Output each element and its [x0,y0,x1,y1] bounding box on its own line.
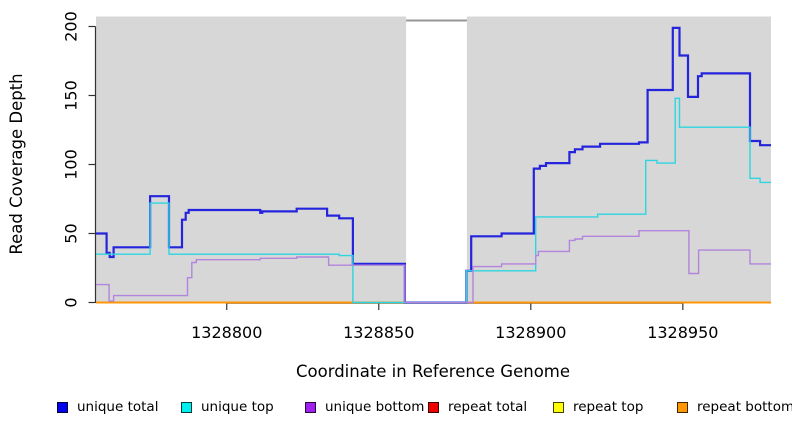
series-line-unique-top [96,97,771,304]
legend-swatch-repeat-total [428,401,439,413]
plot-panel-1 [466,16,771,303]
legend-item-unique-top: unique top [181,399,274,415]
legend: unique total unique top unique bottom repea… [0,399,792,419]
legend-swatch-unique-top [181,401,192,413]
legend-swatch-unique-total [57,401,68,413]
x-tick-label-1328950: 1328950 [647,323,718,342]
x-tick-label-1328850: 1328850 [343,323,414,342]
legend-label-repeat-top: repeat top [573,399,644,415]
axis-layer: 0 50 100 150 200 1328800 1328850 1328900 1328950 [62,11,719,342]
legend-label-unique-top: unique top [201,399,274,415]
legend-swatch-unique-bottom [305,401,316,413]
legend-label-unique-total: unique total [77,399,159,415]
legend-item-repeat-top: repeat top [553,399,643,415]
y-tick-label-150: 150 [62,80,81,111]
series-line-unique-total [96,26,771,304]
legend-swatch-repeat-top [553,401,564,413]
y-tick-label-100: 100 [62,149,81,180]
x-tick-label-1328900: 1328900 [495,323,566,342]
legend-swatch-repeat-bottom [677,401,688,413]
series-line-unique-bottom [96,229,771,304]
y-tick-label-200: 200 [62,11,81,42]
y-tick-label-0: 0 [62,297,81,307]
legend-item-repeat-bottom: repeat bottom [677,399,792,415]
x-axis-title: Coordinate in Reference Genome [296,362,570,381]
y-axis-title: Read Coverage Depth [7,73,26,254]
series-layer [96,26,771,304]
x-tick-label-1328800: 1328800 [191,323,262,342]
y-tick-label-50: 50 [62,223,81,243]
legend-item-unique-total: unique total [57,399,158,415]
legend-label-unique-bottom: unique bottom [325,399,425,415]
legend-label-repeat-bottom: repeat bottom [697,399,792,415]
legend-label-repeat-total: repeat total [448,399,528,415]
legend-item-unique-bottom: unique bottom [305,399,424,415]
legend-item-repeat-total: repeat total [428,399,527,415]
